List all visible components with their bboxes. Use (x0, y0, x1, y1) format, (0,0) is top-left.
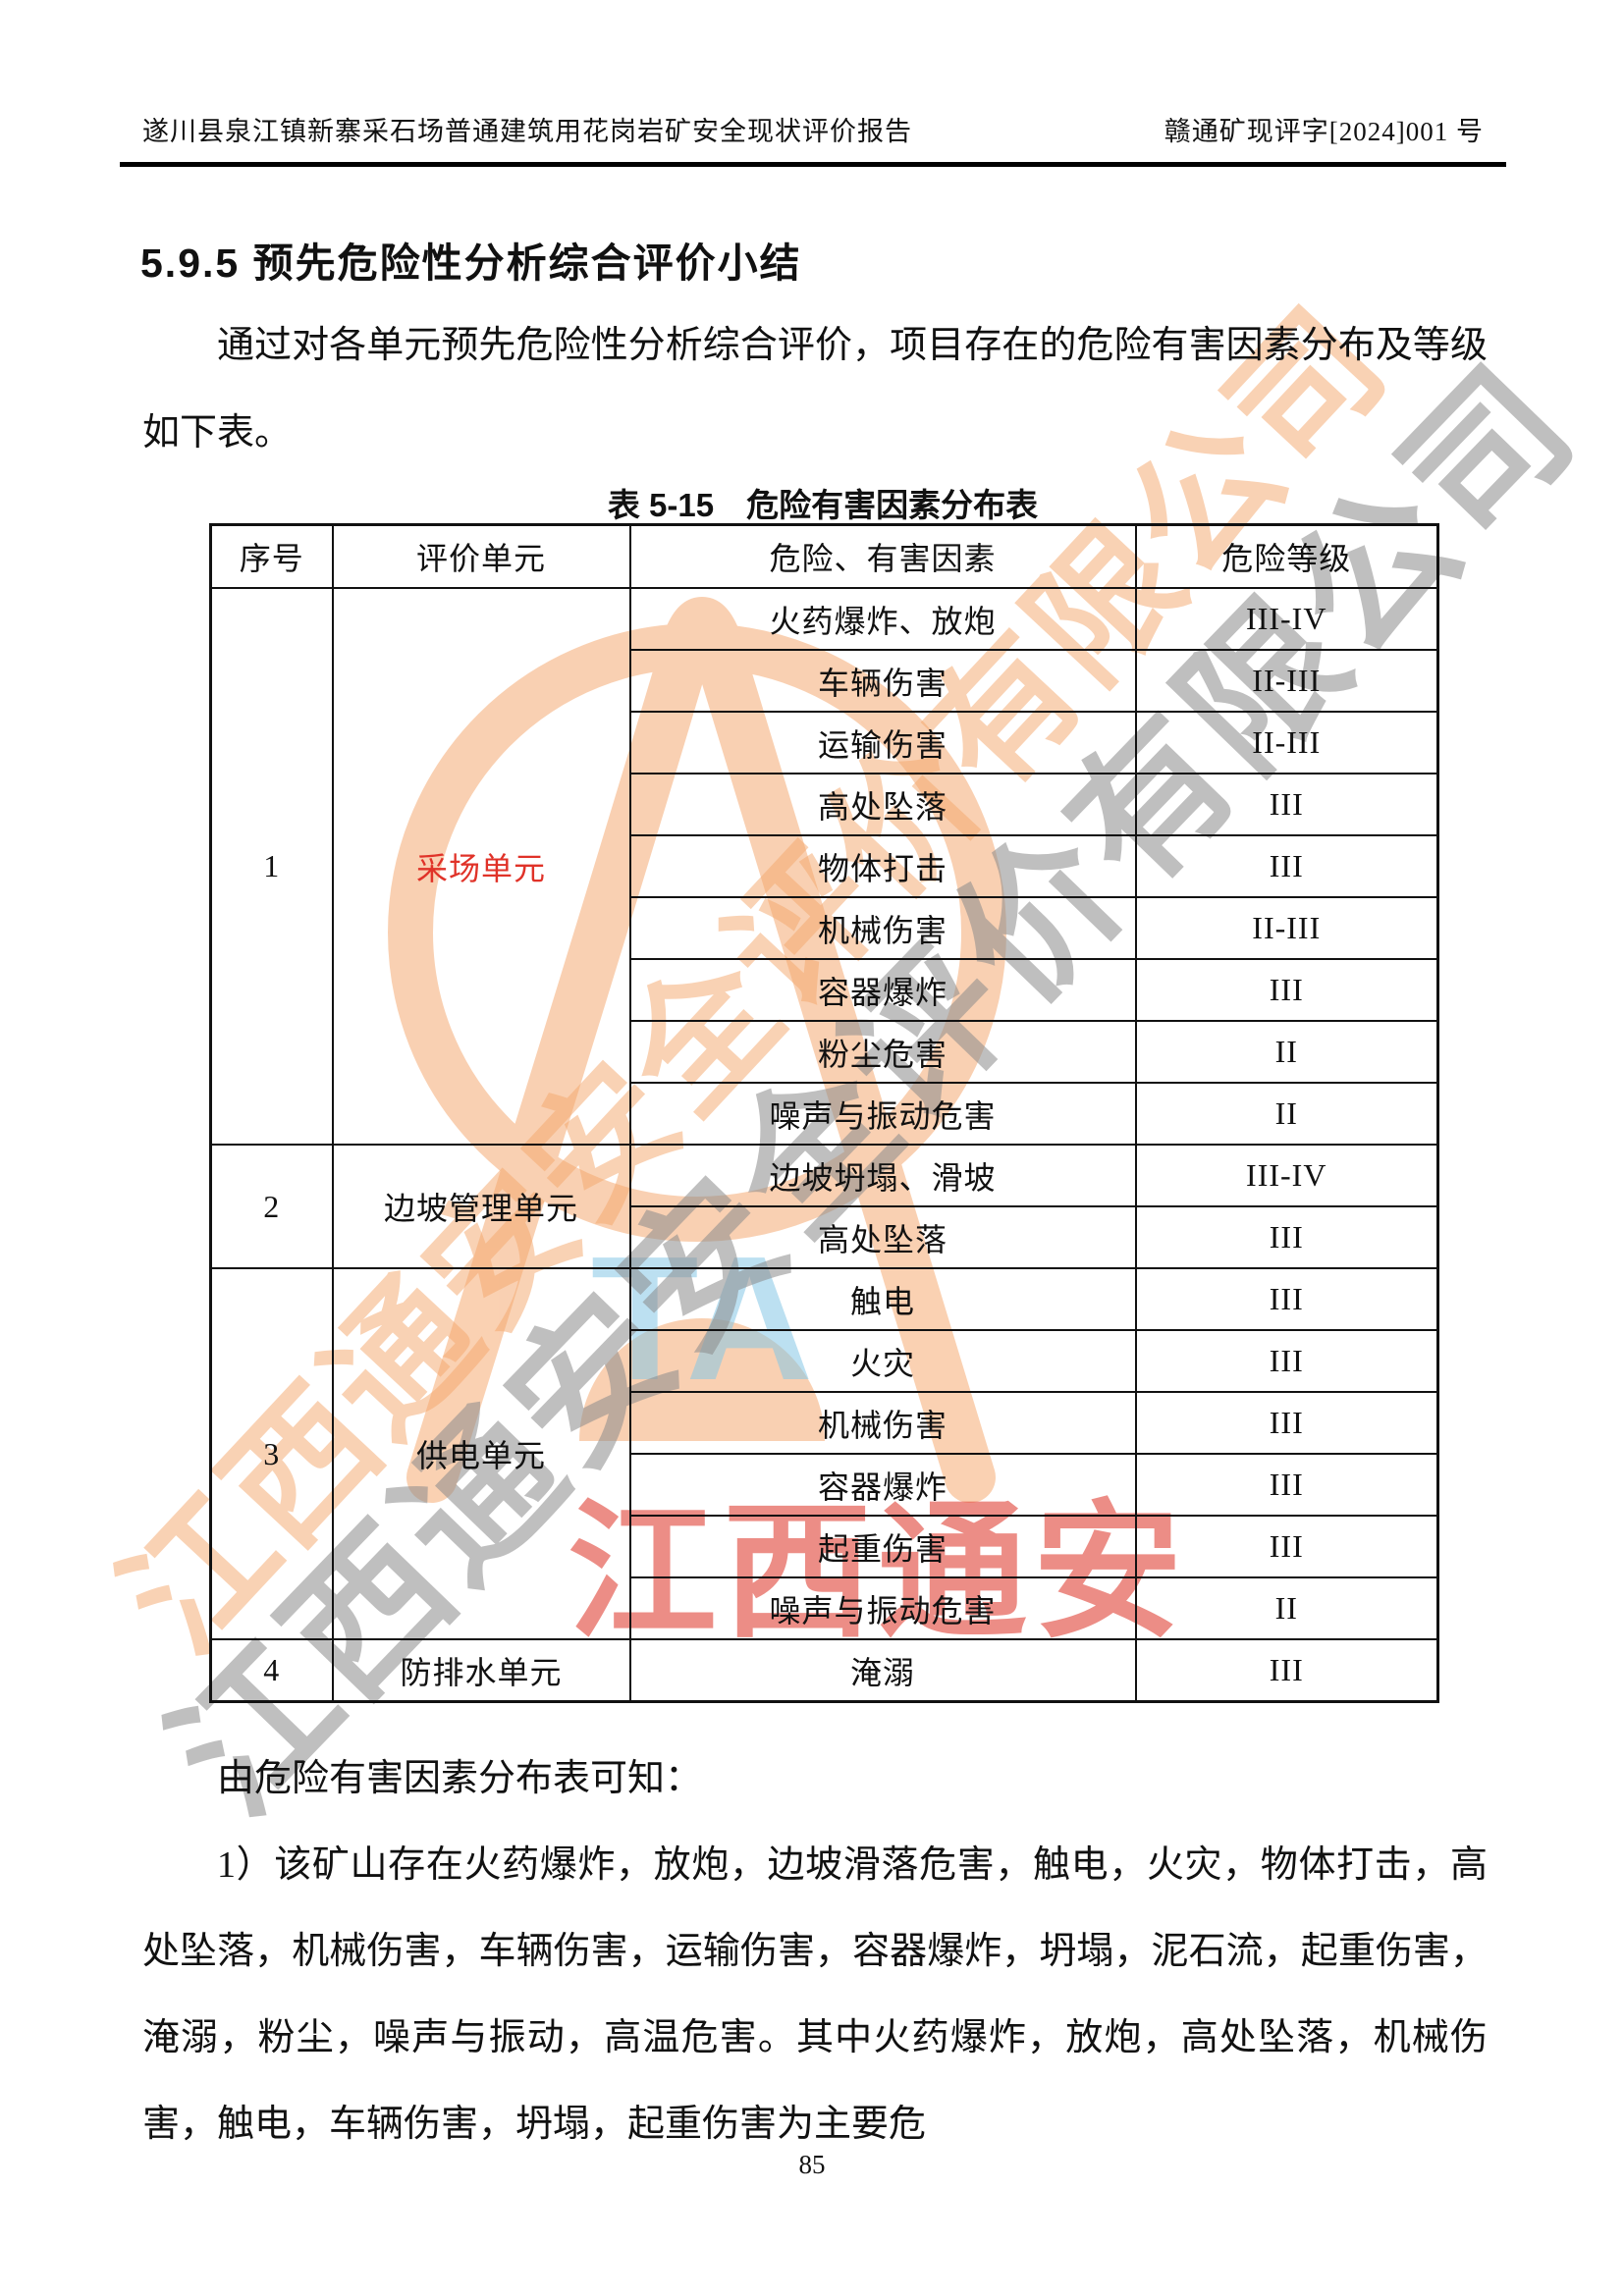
cell-grade: II-III (1134, 649, 1439, 713)
cell-seq: 1 (209, 587, 334, 1146)
cell-grade: III-IV (1134, 587, 1439, 651)
cell-factor: 触电 (628, 1267, 1137, 1331)
table-row: 2 边坡管理单元 边坡坍塌、滑坡 III-IV (209, 1144, 1439, 1269)
col-header-unit: 评价单元 (331, 523, 631, 589)
cell-factor: 边坡坍塌、滑坡 (628, 1144, 1137, 1207)
cell-factor: 机械伤害 (628, 896, 1137, 960)
cell-grade: III (1134, 1515, 1439, 1578)
cell-seq: 4 (209, 1638, 334, 1703)
col-header-grade: 危险等级 (1134, 523, 1439, 589)
cell-factor: 容器爆炸 (628, 958, 1137, 1022)
cell-grade: II (1134, 1020, 1439, 1084)
cell-unit: 采场单元 (331, 587, 631, 1146)
cell-factor: 车辆伤害 (628, 649, 1137, 713)
cell-factor: 噪声与振动危害 (628, 1576, 1137, 1640)
header-report-title: 遂川县泉江镇新寨采石场普通建筑用花岗岩矿安全现状评价报告 (142, 117, 912, 146)
table-header-row: 序号 评价单元 危险、有害因素 危险等级 (209, 523, 1439, 589)
cell-grade: III-IV (1134, 1144, 1439, 1207)
table-head: 序号 评价单元 危险、有害因素 危险等级 (209, 523, 1439, 589)
header-doc-code: 赣通矿现评字[2024]001 号 (1164, 117, 1484, 146)
table-row: 起重伤害 III (211, 1515, 1439, 1578)
col-header-factor: 危险、有害因素 (628, 523, 1137, 589)
cell-factor: 机械伤害 (628, 1391, 1137, 1455)
risk-table-body: 1 采场单元 火药爆炸、放炮 III-IV 车辆伤害 II-III 运输伤害 II-III 高处… (209, 587, 1439, 1703)
cell-factor: 物体打击 (628, 834, 1137, 898)
cell-grade: III (1134, 1205, 1439, 1269)
table-row: 3 供电单元 触电 III (209, 1267, 1439, 1640)
body-paragraph: 1）该矿山存在火药爆炸，放炮，边坡滑落危害，触电，火灾，物体打击，高处坠落，机械… (142, 1844, 1488, 2145)
cell-unit: 防排水单元 (331, 1638, 631, 1703)
cell-seq: 2 (209, 1144, 334, 1269)
table-row: 4 防排水单元 淹溺 III (209, 1638, 1439, 1703)
cell-grade: II-III (1134, 711, 1439, 774)
risk-factor-table: 序号 评价单元 危险、有害因素 危险等级 1 采场单元 火药爆炸、放炮 III-IV 车… (209, 523, 1439, 1703)
cell-grade: III (1134, 1638, 1439, 1703)
section-title: 5.9.5 预先危险性分析综合评价小结 (140, 240, 802, 286)
cell-unit: 供电单元 (331, 1267, 631, 1640)
cell-factor: 淹溺 (628, 1638, 1137, 1703)
cell-grade: II-III (1134, 896, 1439, 960)
cell-factor: 容器爆炸 (628, 1453, 1137, 1517)
cell-grade: III (1134, 1453, 1439, 1517)
cell-grade: III (1134, 1267, 1439, 1331)
intro-paragraph: 通过对各单元预先危险性分析综合评价，项目存在的危险有害因素分布及等级如下表。 (142, 325, 1488, 454)
table-row: 噪声与振动危害 II (211, 1576, 1439, 1640)
col-header-seq: 序号 (209, 523, 334, 589)
cell-factor: 运输伤害 (628, 711, 1137, 774)
cell-factor: 火灾 (628, 1329, 1137, 1393)
cell-grade: III (1134, 773, 1439, 836)
table-row: 1 采场单元 火药爆炸、放炮 III-IV (209, 587, 1439, 1146)
cell-factor: 粉尘危害 (628, 1020, 1137, 1084)
cell-factor: 高处坠落 (628, 773, 1137, 836)
page-number: 85 (798, 2150, 826, 2179)
cell-factor: 火药爆炸、放炮 (628, 587, 1137, 651)
cell-factor: 起重伤害 (628, 1515, 1137, 1578)
cell-grade: III (1134, 834, 1439, 898)
cell-grade: III (1134, 958, 1439, 1022)
cell-grade: III (1134, 1391, 1439, 1455)
page-header: 遂川县泉江镇新寨采石场普通建筑用花岗岩矿安全现状评价报告 赣通矿现评字[2024… (142, 110, 1484, 148)
cell-factor: 噪声与振动危害 (628, 1082, 1137, 1146)
cell-grade: II (1134, 1082, 1439, 1146)
header-rule (120, 162, 1506, 167)
cell-seq: 3 (209, 1267, 334, 1640)
table-caption: 表 5-15 危险有害因素分布表 (607, 487, 1039, 523)
lead-paragraph: 由危险有害因素分布表可知： (217, 1758, 703, 1799)
cell-grade: II (1134, 1576, 1439, 1640)
cell-grade: III (1134, 1329, 1439, 1393)
cell-unit: 边坡管理单元 (331, 1144, 631, 1269)
cell-factor: 高处坠落 (628, 1205, 1137, 1269)
